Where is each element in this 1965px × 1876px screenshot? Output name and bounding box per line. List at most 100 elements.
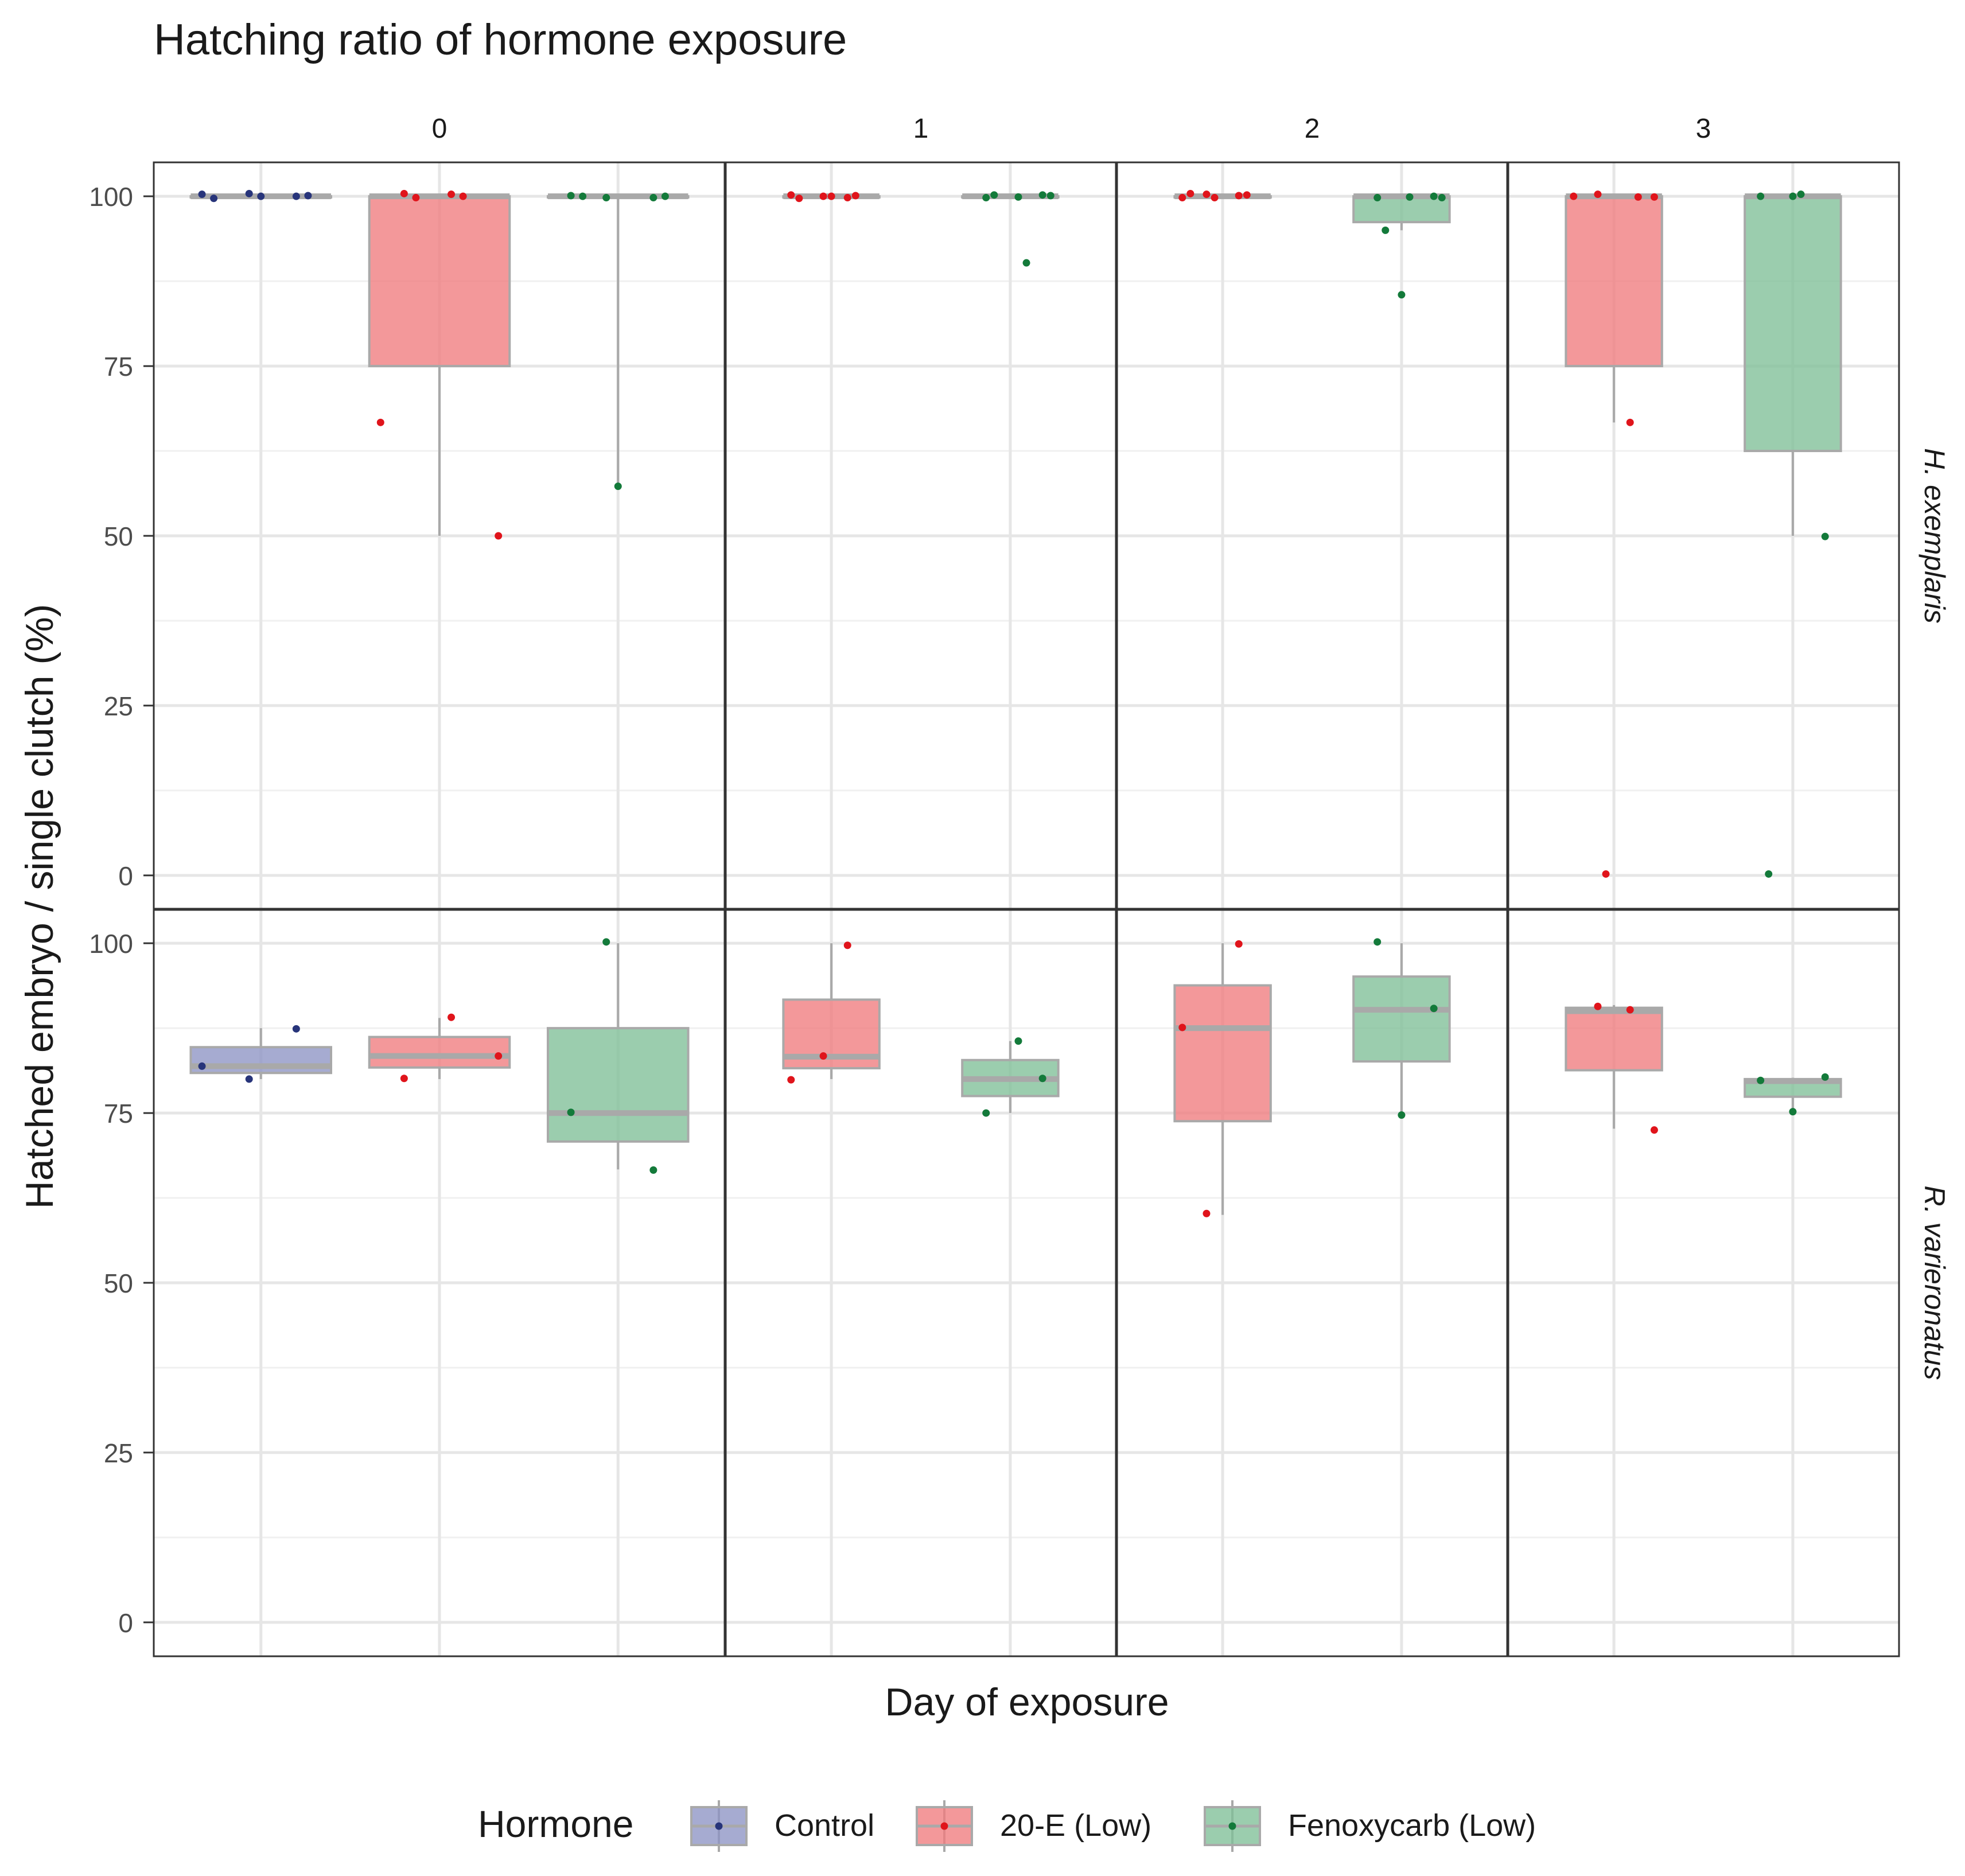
data-point	[843, 194, 851, 202]
data-point	[1430, 192, 1438, 200]
data-point	[1014, 1037, 1022, 1045]
data-point	[1626, 418, 1634, 426]
data-point	[1757, 1076, 1765, 1084]
data-point	[1014, 193, 1022, 201]
legend-label: 20-E (Low)	[1000, 1808, 1151, 1843]
data-point	[1373, 938, 1382, 946]
data-point	[1570, 192, 1578, 200]
box-20-e-low-	[1173, 189, 1272, 202]
data-point	[1178, 194, 1186, 202]
data-point	[819, 1052, 827, 1060]
y-tick-label: 0	[118, 1608, 133, 1638]
data-point	[400, 189, 408, 197]
data-point	[257, 192, 265, 200]
box-body	[368, 195, 511, 368]
data-point	[245, 1075, 253, 1083]
data-point	[567, 1108, 575, 1116]
data-point	[787, 191, 795, 199]
box-20-e-low-	[1173, 940, 1272, 1217]
data-point	[400, 1075, 408, 1083]
data-point	[649, 1166, 657, 1174]
facet-column-label: 1	[913, 114, 929, 144]
box-body	[1352, 195, 1451, 224]
box-fenoxycarb-low-	[1352, 938, 1451, 1119]
data-point	[1789, 1108, 1797, 1116]
data-point	[448, 1013, 456, 1021]
data-point	[198, 190, 206, 199]
data-point	[982, 1109, 990, 1117]
data-point	[1821, 532, 1829, 540]
data-point	[787, 1076, 795, 1084]
y-tick-label: 75	[104, 352, 133, 382]
box-body	[546, 1027, 690, 1143]
data-point	[1626, 1006, 1634, 1014]
legend-entry: 20-E (Low)	[916, 1800, 1151, 1852]
y-tick-label: 100	[89, 929, 133, 959]
legend-key-point	[1228, 1822, 1236, 1830]
data-point	[1594, 190, 1602, 199]
y-tick-label: 50	[104, 1268, 133, 1298]
data-point	[990, 191, 998, 199]
box-body	[368, 1036, 511, 1069]
facet-panel	[189, 938, 690, 1174]
data-point	[1373, 194, 1382, 202]
facet-column-label: 3	[1696, 114, 1711, 144]
data-point	[1203, 190, 1211, 199]
data-point	[1203, 1209, 1211, 1217]
box-body	[1173, 984, 1272, 1123]
facet-panel-grid	[725, 909, 1116, 1656]
data-point	[412, 194, 420, 202]
data-point	[292, 1025, 300, 1033]
box-body	[1565, 1006, 1663, 1072]
box-fenoxycarb-low-	[1744, 190, 1842, 878]
legend-entry: Control	[690, 1800, 874, 1852]
box-fenoxycarb-low-	[961, 191, 1060, 267]
y-tick-label: 25	[104, 691, 133, 721]
y-axis-title: Hatched embryo / single clutch (%)	[18, 604, 61, 1209]
data-point	[1211, 194, 1219, 202]
panels: 0 1 2 3 H. exemplaris R. varieronatus 0 25 50 75 1…	[89, 114, 1951, 1657]
facet-panel	[189, 189, 690, 540]
data-point	[614, 482, 622, 491]
data-point	[1602, 870, 1610, 878]
facet-row-label: R. varieronatus	[1919, 1185, 1951, 1380]
box-control	[189, 1025, 333, 1083]
box-fenoxycarb-low-	[546, 192, 690, 491]
data-point	[649, 194, 657, 202]
data-point	[1634, 193, 1642, 201]
box-fenoxycarb-low-	[961, 1037, 1060, 1117]
data-point	[495, 1052, 503, 1060]
y-tick-label: 25	[104, 1438, 133, 1468]
legend-key-point	[715, 1822, 723, 1830]
facet-panel	[782, 941, 1060, 1117]
y-tick-label: 100	[89, 182, 133, 212]
data-point	[1186, 189, 1194, 197]
data-point	[1398, 1111, 1406, 1119]
data-point	[1235, 940, 1243, 948]
data-point	[292, 192, 300, 200]
data-point	[1594, 1002, 1602, 1010]
data-point	[851, 192, 859, 200]
data-point	[245, 189, 253, 197]
legend-label: Fenoxycarb (Low)	[1288, 1808, 1536, 1843]
data-point	[567, 192, 575, 200]
data-point	[304, 192, 312, 200]
data-point	[1022, 259, 1030, 267]
legend-title: Hormone	[478, 1803, 633, 1845]
facet-column-label: 0	[432, 114, 448, 144]
facet-panel	[1565, 190, 1842, 878]
data-point	[1650, 193, 1658, 201]
data-point	[1178, 1023, 1186, 1032]
data-point	[1235, 192, 1243, 200]
facet-panel	[1173, 938, 1451, 1217]
box-20-e-low-	[368, 1013, 511, 1083]
data-point	[819, 192, 827, 200]
data-point	[1650, 1126, 1658, 1134]
data-point	[1038, 1075, 1046, 1083]
data-point	[1765, 870, 1773, 878]
facet-panel	[782, 191, 1060, 267]
data-point	[661, 192, 669, 200]
facet-column-label: 2	[1305, 114, 1320, 144]
box-fenoxycarb-low-	[1744, 1073, 1842, 1116]
